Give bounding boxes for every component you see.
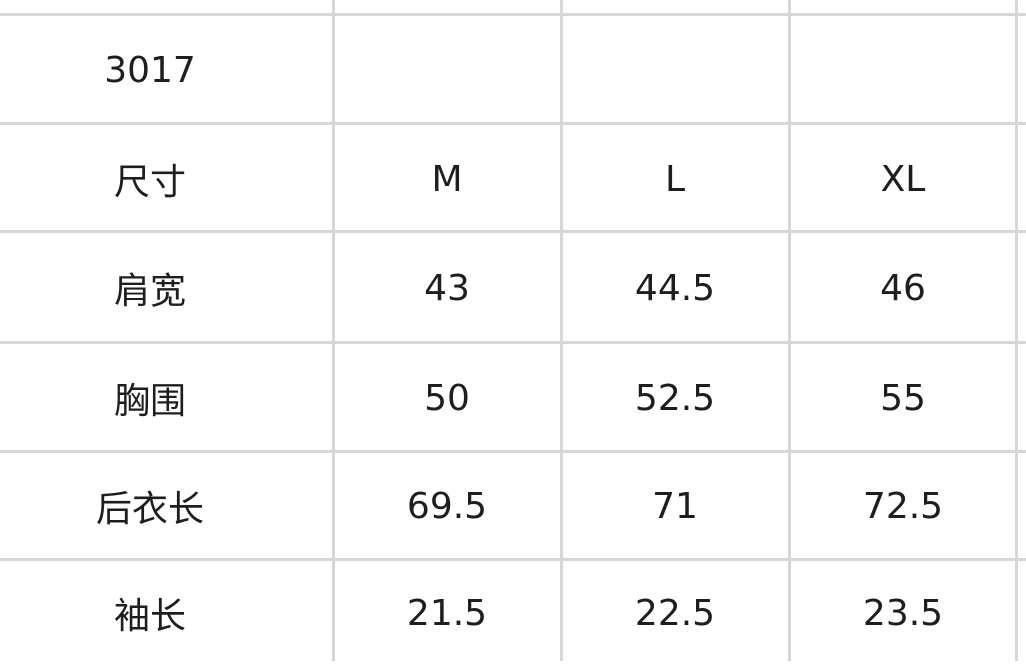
header-cell: M bbox=[431, 158, 463, 200]
header-cell: L bbox=[664, 158, 686, 200]
grid-line bbox=[0, 13, 1026, 16]
row-label-cell: 胸围 bbox=[113, 381, 186, 422]
header-cell: 尺寸 bbox=[113, 162, 186, 203]
grid-line bbox=[560, 0, 563, 661]
table-cell: 43 bbox=[424, 267, 470, 309]
row-label-cell: 后衣长 bbox=[95, 489, 204, 530]
table-cell: 72.5 bbox=[862, 485, 944, 527]
table-cell: 22.5 bbox=[634, 592, 716, 634]
table-cell: 44.5 bbox=[634, 267, 716, 309]
grid-line bbox=[0, 450, 1026, 453]
grid-line bbox=[332, 0, 335, 661]
grid-line bbox=[0, 558, 1026, 561]
grid-line bbox=[0, 341, 1026, 344]
grid-line bbox=[1015, 0, 1018, 661]
header-cell: XL bbox=[880, 158, 926, 200]
row-label-cell: 肩宽 bbox=[113, 271, 186, 312]
table-cell: 50 bbox=[424, 377, 470, 419]
grid-line bbox=[788, 0, 791, 661]
table-cell: 21.5 bbox=[406, 592, 488, 634]
table-cell: 55 bbox=[880, 377, 926, 419]
row-label-cell: 袖长 bbox=[113, 596, 186, 637]
table-cell: 69.5 bbox=[406, 485, 488, 527]
grid-line bbox=[0, 122, 1026, 125]
table-cell: 52.5 bbox=[634, 377, 716, 419]
table-cell: 46 bbox=[880, 267, 926, 309]
table-cell: 23.5 bbox=[862, 592, 944, 634]
table-title-cell: 3017 bbox=[104, 49, 196, 91]
grid-line bbox=[0, 230, 1026, 233]
table-cell: 71 bbox=[652, 485, 698, 527]
